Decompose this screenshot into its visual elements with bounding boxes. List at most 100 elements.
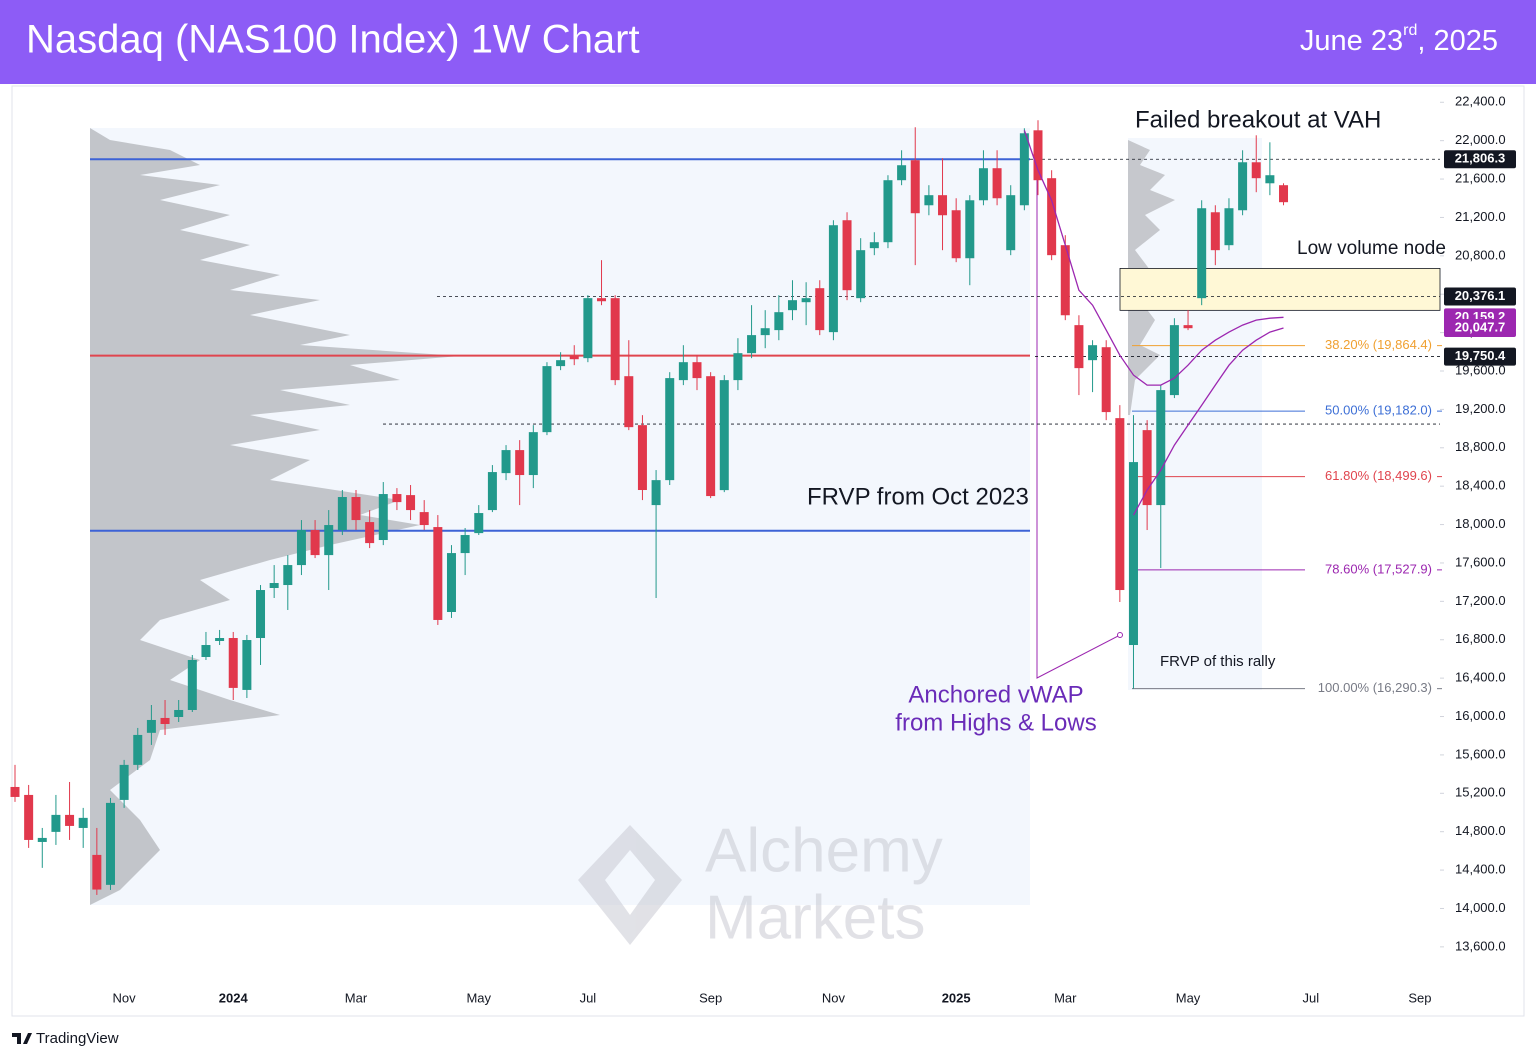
candle-body xyxy=(856,250,866,299)
price-label: 20,376.1 xyxy=(1455,288,1506,303)
price-label: 19,750.4 xyxy=(1455,348,1506,363)
x-tick-label: Sep xyxy=(1408,990,1431,1005)
x-tick-label: Jul xyxy=(580,990,597,1005)
candle-body xyxy=(269,583,279,589)
candle-body xyxy=(760,328,770,336)
y-tick-label: 18,000.0 xyxy=(1455,516,1506,531)
x-tick-label: Nov xyxy=(113,990,137,1005)
annotation-arrow xyxy=(1036,160,1121,679)
candle-body xyxy=(842,220,852,291)
candle-body xyxy=(310,530,320,556)
candle-body xyxy=(474,513,484,534)
price-label: 20,047.7 xyxy=(1455,319,1506,334)
candle-body xyxy=(1088,345,1098,361)
candle-body xyxy=(51,814,61,832)
x-tick-label: May xyxy=(466,990,491,1005)
fib-label: 38.20% (19,864.4) xyxy=(1325,337,1432,352)
fib-label: 50.00% (19,182.0) xyxy=(1325,403,1432,418)
candle-body xyxy=(624,376,634,428)
candle-body xyxy=(1210,212,1220,251)
candle-body xyxy=(1006,195,1016,251)
candle-body xyxy=(228,638,238,688)
annotation: Low volume node xyxy=(1297,238,1446,259)
candle-body xyxy=(242,640,252,690)
candle-body xyxy=(1101,347,1111,413)
y-tick-label: 16,800.0 xyxy=(1455,631,1506,646)
y-tick-label: 20,800.0 xyxy=(1455,247,1506,262)
x-tick-label: Mar xyxy=(345,990,368,1005)
y-tick-label: 22,000.0 xyxy=(1455,132,1506,147)
price-label-box xyxy=(1444,319,1516,338)
candle-body xyxy=(910,160,920,214)
date-year: , 2025 xyxy=(1417,25,1498,57)
candle-body xyxy=(1279,185,1289,203)
candle-body xyxy=(978,168,988,201)
y-tick-label: 22,400.0 xyxy=(1455,94,1506,109)
candle-body xyxy=(187,659,197,710)
y-tick-label: 17,200.0 xyxy=(1455,593,1506,608)
watermark-text: Alchemy xyxy=(705,816,943,885)
candle-body xyxy=(174,709,184,717)
candle-body xyxy=(569,356,579,360)
candle-body xyxy=(992,168,1002,199)
x-tick-label: 2025 xyxy=(942,990,971,1005)
candle-body xyxy=(883,180,893,243)
candle-body xyxy=(324,525,334,556)
candle-body xyxy=(897,165,907,181)
candle-body xyxy=(774,312,784,331)
candle-body xyxy=(433,527,443,620)
candle-body xyxy=(1169,325,1179,396)
anchored-vwap xyxy=(1023,130,1284,386)
candle-body xyxy=(665,378,675,481)
candle-body xyxy=(1142,430,1152,506)
y-tick-label: 17,600.0 xyxy=(1455,554,1506,569)
y-tick-label: 19,200.0 xyxy=(1455,401,1506,416)
y-tick-label: 21,200.0 xyxy=(1455,209,1506,224)
candle-body xyxy=(92,854,102,890)
y-tick-label: 16,400.0 xyxy=(1455,670,1506,685)
candle-body xyxy=(10,786,20,797)
candle-body xyxy=(215,638,225,641)
candle-body xyxy=(65,814,75,826)
y-tick-label: 13,600.0 xyxy=(1455,938,1506,953)
candle-body xyxy=(365,522,375,544)
x-tick-label: Mar xyxy=(1054,990,1077,1005)
candle-body xyxy=(119,764,129,800)
x-tick-label: Sep xyxy=(699,990,722,1005)
candle-body xyxy=(1156,390,1166,506)
candle-body xyxy=(392,494,402,503)
candle-body xyxy=(528,432,538,476)
candle-body xyxy=(597,298,607,302)
candle-body xyxy=(1019,133,1029,206)
y-tick-label: 14,000.0 xyxy=(1455,900,1506,915)
x-tick-label: Jul xyxy=(1302,990,1319,1005)
watermark-logo xyxy=(578,825,682,945)
candle-body xyxy=(869,242,879,249)
candle-body xyxy=(815,288,825,331)
candle-body xyxy=(1251,162,1261,179)
header-bar xyxy=(0,0,1536,84)
candle-body xyxy=(965,200,975,259)
candle-body xyxy=(133,734,143,765)
price-label-box xyxy=(1444,150,1516,169)
x-tick-label: Nov xyxy=(822,990,846,1005)
candle-body xyxy=(1060,245,1070,316)
price-label-box xyxy=(1444,347,1516,366)
y-tick-label: 15,200.0 xyxy=(1455,785,1506,800)
watermark-text: Markets xyxy=(705,883,925,952)
y-tick-label: 18,400.0 xyxy=(1455,478,1506,493)
y-tick-label: 15,600.0 xyxy=(1455,746,1506,761)
candle-body xyxy=(337,497,347,531)
candle-body xyxy=(1128,462,1138,646)
candle-body xyxy=(419,512,429,526)
price-label-box xyxy=(1444,287,1516,306)
candle-body xyxy=(351,497,361,521)
candle-body xyxy=(515,450,525,476)
candle-body xyxy=(1115,418,1125,591)
candle-body xyxy=(1047,178,1057,256)
annotation-anchor xyxy=(1117,632,1123,638)
candle-body xyxy=(160,717,170,725)
candle-body xyxy=(1224,208,1234,246)
